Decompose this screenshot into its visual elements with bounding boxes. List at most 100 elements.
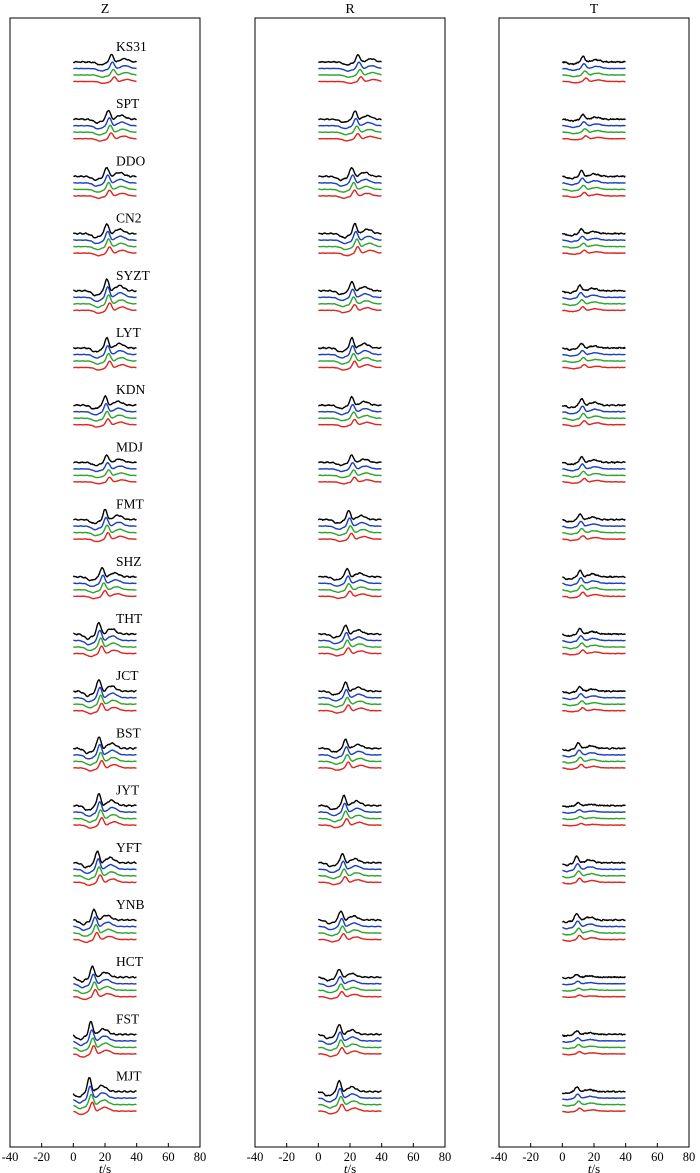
- trace-fmt-trace-4: [562, 535, 626, 542]
- station-label: YNB: [116, 897, 145, 912]
- trace-ks31-trace-4: [562, 77, 626, 84]
- trace-tht-trace-1: [561, 627, 626, 638]
- trace-jyt-trace-2: [73, 801, 137, 817]
- trace-tht-trace-2: [562, 634, 626, 644]
- trace-fst-trace-2: [318, 1031, 382, 1045]
- trace-mjt-trace-4: [73, 1101, 137, 1116]
- trace-fst-trace-1: [561, 1030, 626, 1037]
- panel-title: T: [590, 2, 599, 17]
- trace-kdn-trace-4: [318, 418, 382, 428]
- trace-yft-trace-1: [562, 855, 626, 867]
- trace-fmt-trace-3: [562, 527, 626, 536]
- panel-title: Z: [101, 2, 110, 17]
- trace-mjt-trace-2: [561, 1093, 626, 1101]
- trace-ddo-trace-3: [73, 181, 137, 193]
- trace-cn2-trace-3: [73, 238, 137, 251]
- trace-syzt-trace-3: [318, 296, 382, 308]
- trace-ynb-trace-1: [73, 908, 137, 926]
- trace-tht-trace-4: [318, 647, 382, 657]
- trace-mjt-trace-4: [562, 1107, 626, 1113]
- x-tick-label: 20: [344, 1150, 357, 1164]
- trace-mjt-trace-2: [318, 1087, 382, 1103]
- station-label: BST: [116, 725, 142, 740]
- trace-bst-trace-3: [318, 753, 382, 765]
- x-tick-label: 60: [407, 1150, 420, 1164]
- trace-ddo-trace-2: [73, 174, 137, 187]
- trace-yft-trace-3: [318, 868, 382, 880]
- trace-mdj-trace-3: [73, 469, 137, 479]
- trace-syzt-trace-3: [73, 294, 137, 309]
- trace-fst-trace-1: [72, 1020, 137, 1041]
- trace-bst-trace-1: [72, 736, 137, 755]
- trace-jct-trace-2: [562, 692, 626, 701]
- trace-tht-trace-2: [318, 631, 382, 645]
- trace-ks31-trace-1: [318, 54, 382, 66]
- trace-cn2-trace-4: [73, 246, 137, 257]
- trace-yft-trace-4: [318, 875, 382, 886]
- trace-mdj-trace-1: [73, 454, 137, 467]
- trace-fmt-trace-1: [73, 508, 137, 525]
- trace-yft-trace-4: [73, 874, 137, 887]
- trace-shz-trace-3: [73, 582, 137, 594]
- trace-jct-trace-1: [73, 679, 137, 698]
- trace-bst-trace-1: [562, 741, 626, 752]
- trace-spt-trace-4: [73, 132, 137, 142]
- trace-yft-trace-2: [318, 860, 382, 874]
- trace-ks31-trace-3: [562, 70, 626, 78]
- x-tick-label: 40: [619, 1150, 632, 1164]
- trace-bst-trace-2: [562, 749, 626, 758]
- trace-ks31-trace-1: [561, 55, 626, 66]
- trace-mdj-trace-3: [562, 470, 626, 478]
- trace-ynb-trace-2: [318, 917, 382, 931]
- trace-mjt-trace-3: [318, 1095, 382, 1109]
- trace-kdn-trace-2: [318, 403, 382, 416]
- trace-mdj-trace-4: [318, 476, 382, 485]
- trace-cn2-trace-1: [318, 222, 382, 239]
- trace-ks31-trace-3: [318, 68, 382, 78]
- station-label: MDJ: [116, 439, 143, 454]
- trace-shz-trace-4: [562, 591, 626, 599]
- trace-mjt-trace-2: [72, 1085, 137, 1104]
- trace-syzt-trace-1: [561, 284, 626, 295]
- x-axis-label: t/s: [344, 1161, 356, 1173]
- trace-fmt-trace-4: [73, 531, 137, 543]
- trace-syzt-trace-2: [318, 288, 382, 302]
- trace-spt-trace-2: [562, 121, 626, 129]
- x-tick-label: -20: [278, 1150, 295, 1164]
- trace-syzt-trace-1: [318, 280, 382, 296]
- trace-mjt-trace-3: [72, 1093, 137, 1110]
- trace-mjt-trace-1: [72, 1077, 137, 1098]
- trace-ddo-trace-3: [562, 184, 626, 192]
- trace-mjt-trace-3: [562, 1100, 626, 1107]
- trace-jyt-trace-1: [318, 794, 382, 811]
- trace-yft-trace-3: [561, 870, 626, 879]
- trace-hct-trace-4: [73, 988, 137, 1001]
- trace-fst-trace-3: [72, 1037, 137, 1053]
- trace-kdn-trace-3: [73, 410, 137, 422]
- trace-jct-trace-2: [318, 688, 382, 702]
- trace-bst-trace-4: [318, 761, 382, 771]
- x-tick-label: 80: [194, 1150, 207, 1164]
- x-tick-label: -20: [522, 1150, 539, 1164]
- trace-fst-trace-1: [318, 1024, 383, 1040]
- trace-syzt-trace-4: [562, 306, 626, 313]
- x-tick-label: 20: [588, 1150, 601, 1164]
- trace-spt-trace-2: [318, 117, 382, 130]
- station-label: SYZT: [116, 268, 151, 283]
- trace-bst-trace-2: [73, 743, 137, 760]
- x-tick-label: 60: [162, 1150, 175, 1164]
- x-tick-label: 20: [99, 1150, 112, 1164]
- trace-hct-trace-4: [318, 990, 382, 1000]
- trace-cn2-trace-2: [318, 230, 382, 245]
- trace-mdj-trace-4: [562, 477, 626, 484]
- trace-spt-trace-1: [562, 113, 626, 123]
- trace-spt-trace-3: [318, 125, 382, 136]
- trace-tht-trace-3: [562, 642, 626, 650]
- station-label: YFT: [116, 840, 142, 855]
- station-label: MJT: [116, 1069, 142, 1084]
- panel-title: R: [345, 2, 355, 17]
- trace-syzt-trace-2: [73, 286, 137, 303]
- trace-yft-trace-1: [73, 850, 137, 869]
- x-tick-label: 40: [130, 1150, 143, 1164]
